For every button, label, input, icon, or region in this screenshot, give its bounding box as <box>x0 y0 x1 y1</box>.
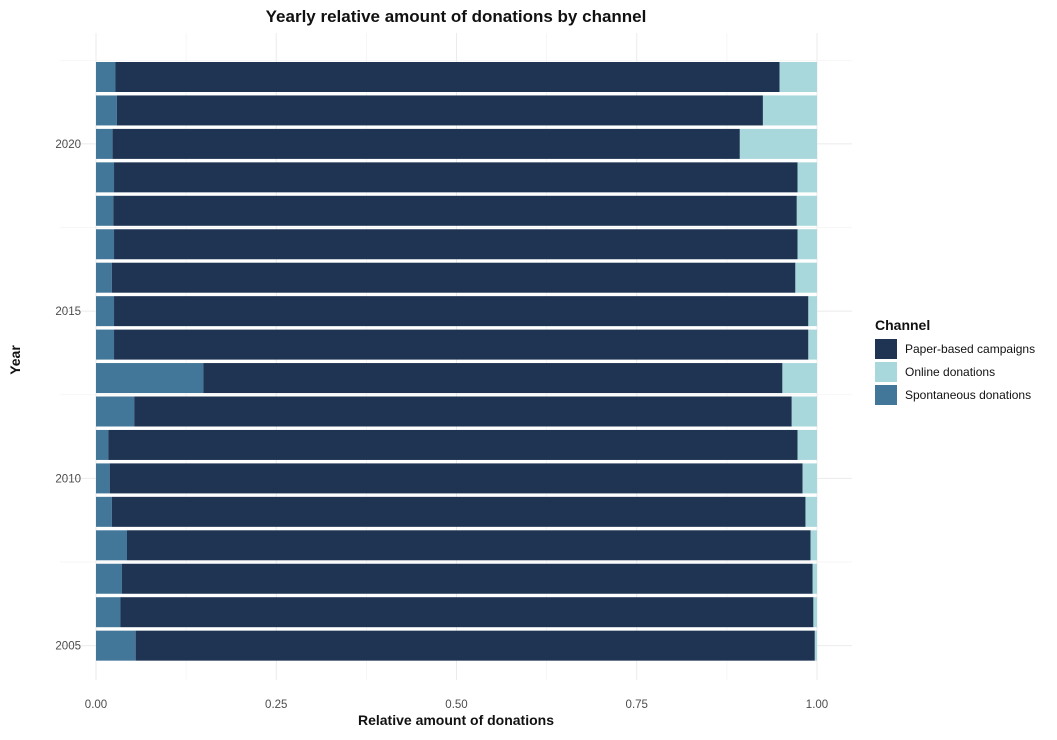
bar-spontaneous <box>96 396 135 427</box>
bar-online <box>808 329 817 360</box>
bar-spontaneous <box>96 95 117 126</box>
bars <box>96 62 817 661</box>
bar-paper-based <box>109 463 803 494</box>
bar-spontaneous <box>96 463 110 494</box>
bar-online <box>802 463 817 494</box>
bar-spontaneous <box>96 195 114 226</box>
x-tick-label: 0.25 <box>265 699 287 711</box>
bar-paper-based <box>116 95 763 126</box>
bar-spontaneous <box>96 630 136 661</box>
bar-online <box>796 195 817 226</box>
x-tick-label: 0.00 <box>85 699 107 711</box>
bar-online <box>797 162 817 193</box>
bar-online <box>779 62 817 92</box>
bar-spontaneous <box>96 563 122 594</box>
bar-online <box>782 363 817 394</box>
bar-online <box>805 496 817 527</box>
bar-paper-based <box>120 597 814 628</box>
bar-online <box>808 296 817 327</box>
y-tick-label: 2015 <box>55 306 81 318</box>
bar-spontaneous <box>96 530 128 561</box>
bar-spontaneous <box>96 597 121 628</box>
bar-paper-based <box>114 162 798 193</box>
bar-paper-based <box>127 530 811 561</box>
legend-items: Paper-based campaigns Online donations Spo… <box>875 339 1035 405</box>
bar-online <box>797 429 817 460</box>
bar-spontaneous <box>96 128 113 159</box>
y-tick-label: 2010 <box>55 473 81 485</box>
legend: Channel Paper-based campaigns Online dona… <box>875 317 1035 405</box>
bar-online <box>797 229 817 260</box>
bar-online <box>739 128 817 159</box>
bar-paper-based <box>111 496 806 527</box>
bar-paper-based <box>108 429 798 460</box>
x-tick-label: 1.00 <box>806 699 828 711</box>
bar-spontaneous <box>96 363 204 394</box>
bar-online <box>791 396 817 427</box>
x-tick-label: 0.50 <box>445 699 467 711</box>
bar-spontaneous <box>96 429 109 460</box>
bar-paper-based <box>114 296 809 327</box>
legend-label: Online donations <box>905 365 995 379</box>
bar-online <box>810 530 817 561</box>
bar-spontaneous <box>96 229 115 260</box>
bar-online <box>762 95 817 126</box>
bar-online <box>813 597 817 628</box>
y-axis-ticks: 2005 2010 2015 2020 <box>55 139 81 653</box>
chart-title: Yearly relative amount of donations by c… <box>266 7 647 26</box>
bar-paper-based <box>112 128 740 159</box>
bar-paper-based <box>113 195 797 226</box>
legend-swatch <box>875 385 897 405</box>
bar-paper-based <box>203 363 783 394</box>
y-tick-label: 2005 <box>55 641 81 653</box>
legend-label: Paper-based campaigns <box>905 342 1035 356</box>
legend-title: Channel <box>875 317 930 333</box>
bar-paper-based <box>115 62 780 92</box>
bar-online <box>795 262 817 293</box>
bar-spontaneous <box>96 62 116 92</box>
bar-online <box>812 563 817 594</box>
bar-spontaneous <box>96 162 115 193</box>
legend-swatch <box>875 339 897 359</box>
legend-swatch <box>875 362 897 382</box>
bar-paper-based <box>121 563 813 594</box>
bar-paper-based <box>135 630 815 661</box>
bar-paper-based <box>114 229 798 260</box>
x-axis-ticks: 0.00 0.25 0.50 0.75 1.00 <box>85 699 828 711</box>
bar-spontaneous <box>96 262 112 293</box>
legend-label: Spontaneous donations <box>905 388 1031 402</box>
y-axis-title: Year <box>7 345 23 375</box>
bar-paper-based <box>114 329 809 360</box>
bar-paper-based <box>134 396 792 427</box>
x-tick-label: 0.75 <box>626 699 648 711</box>
bar-spontaneous <box>96 329 115 360</box>
y-tick-label: 2020 <box>55 139 81 151</box>
bar-online <box>814 630 817 661</box>
bar-paper-based <box>111 262 796 293</box>
bar-spontaneous <box>96 496 112 527</box>
x-axis-title: Relative amount of donations <box>358 712 554 728</box>
bar-spontaneous <box>96 296 115 327</box>
